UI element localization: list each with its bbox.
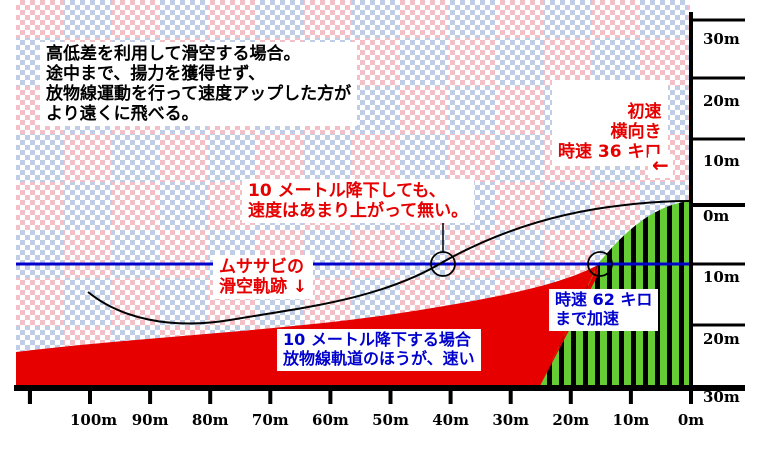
- y-tick-label: 10m: [703, 152, 740, 170]
- left-arrow-label: ←: [648, 153, 673, 178]
- checker-tile: [64, 230, 112, 278]
- checker-tile: [352, 0, 400, 38]
- checker-tile: [496, 38, 544, 86]
- checker-tile: [496, 230, 544, 278]
- checker-tile: [352, 86, 400, 134]
- parabola-note-textbox: 10 メートル降下する場合 放物線軌道のほうが、速い: [277, 329, 481, 371]
- checker-tile: [112, 0, 160, 38]
- drop-note-textbox: 10 メートル降下しても、 速度はあまり上がって無い。: [242, 179, 475, 224]
- checker-tile: [352, 230, 400, 278]
- checker-tile: [496, 134, 544, 182]
- checker-tile: [160, 278, 208, 326]
- y-tick-label: 30m: [703, 30, 740, 48]
- checker-tile: [208, 134, 256, 182]
- checker-tile: [304, 134, 352, 182]
- checker-tile: [16, 134, 64, 182]
- y-tick-label: 10m: [703, 268, 740, 286]
- checker-tile: [448, 230, 496, 278]
- accel-textbox: 時速 62 キロ まで加速: [549, 289, 659, 331]
- y-tick-label: 30m: [703, 388, 740, 406]
- x-tick-label: 80m: [191, 411, 229, 429]
- intro-textbox: 高低差を利用して滑空する場合。 途中まで、揚力を獲得せず、 放物線運動を行って速…: [40, 42, 358, 127]
- checker-tile: [16, 0, 64, 38]
- x-tick-label: 40m: [432, 411, 469, 429]
- x-tick-label: 0m: [677, 411, 705, 429]
- checker-tile: [448, 86, 496, 134]
- checker-tile: [64, 0, 112, 38]
- checker-tile: [64, 134, 112, 182]
- checker-tile: [256, 134, 304, 182]
- x-tick-label: 100m: [70, 411, 118, 429]
- checker-tile: [400, 230, 448, 278]
- checker-tile: [16, 278, 64, 326]
- checker-tile: [544, 0, 592, 38]
- checker-tile: [16, 182, 64, 230]
- x-tick-label: 10m: [612, 411, 650, 429]
- y-tick-label: 0m: [703, 207, 730, 225]
- checker-tile: [640, 38, 688, 86]
- checker-tile: [112, 230, 160, 278]
- checker-tile: [448, 38, 496, 86]
- checker-tile: [208, 0, 256, 38]
- x-tick-label: 90m: [131, 411, 169, 429]
- checker-tile: [496, 86, 544, 134]
- glide-trajectory: [87, 200, 691, 325]
- checker-tile: [304, 0, 352, 38]
- checker-tile: [16, 230, 64, 278]
- checker-tile: [640, 0, 688, 38]
- y-tick-label: 20m: [703, 330, 740, 348]
- checker-tile: [448, 134, 496, 182]
- checker-tile: [160, 182, 208, 230]
- checker-tile: [112, 134, 160, 182]
- checker-tile: [160, 134, 208, 182]
- checker-tile: [592, 38, 640, 86]
- checker-tile: [544, 182, 592, 230]
- checker-tile: [400, 86, 448, 134]
- x-tick-label: 30m: [492, 411, 530, 429]
- checker-tile: [64, 278, 112, 326]
- initial-speed-text: 初速 横向き 時速 36 キロ: [558, 102, 662, 163]
- checker-tile: [256, 0, 304, 38]
- checker-tile: [400, 0, 448, 38]
- checker-tile: [448, 0, 496, 38]
- x-tick-label: 50m: [372, 411, 409, 429]
- checker-tile: [352, 134, 400, 182]
- checker-tile: [112, 182, 160, 230]
- checker-tile: [496, 0, 544, 38]
- marker-circle-15m: [587, 251, 613, 277]
- checker-tile: [400, 38, 448, 86]
- x-tick-label: 70m: [251, 411, 289, 429]
- x-tick-label: 20m: [552, 411, 590, 429]
- checker-tile: [112, 278, 160, 326]
- checker-tile: [544, 230, 592, 278]
- y-axis-ticks: [691, 18, 745, 390]
- checker-tile: [544, 38, 592, 86]
- checker-tile: [592, 0, 640, 38]
- checker-tile: [160, 230, 208, 278]
- checker-tile: [400, 134, 448, 182]
- checker-tile: [160, 0, 208, 38]
- glide-label-textbox: ムササビの 滑空軌跡 ↓: [213, 255, 314, 300]
- x-axis-ticks: [27, 388, 693, 404]
- x-tick-label: 60m: [312, 411, 349, 429]
- checker-tile: [64, 182, 112, 230]
- y-tick-label: 20m: [703, 92, 740, 110]
- checker-tile: [352, 38, 400, 86]
